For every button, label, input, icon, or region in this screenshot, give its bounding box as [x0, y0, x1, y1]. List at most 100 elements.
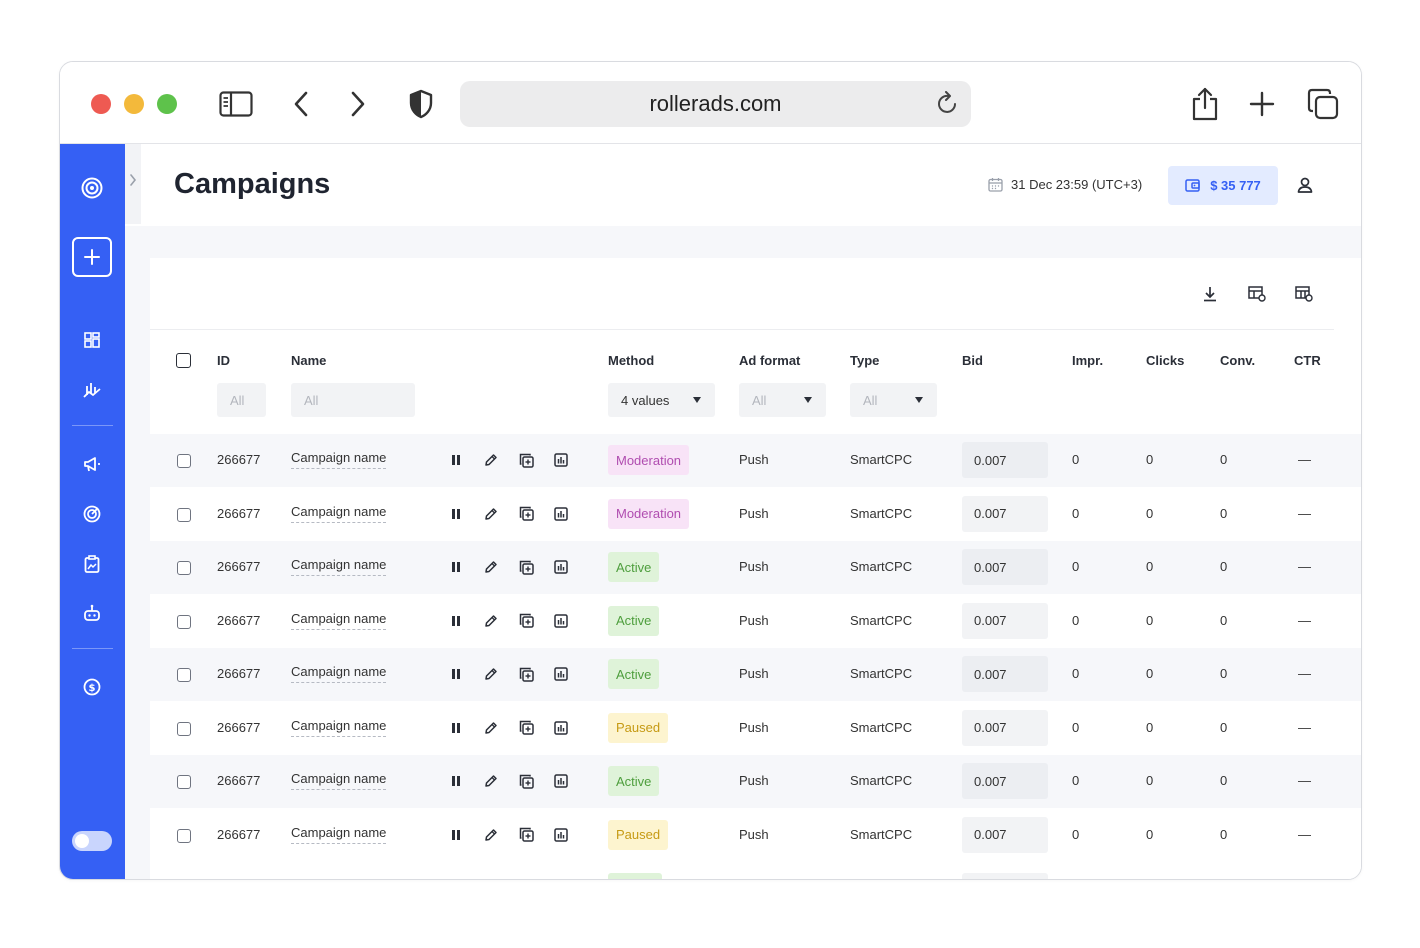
campaign-name-link[interactable]: Campaign name: [291, 504, 387, 523]
dashboard-icon[interactable]: [80, 328, 104, 352]
row-checkbox[interactable]: [177, 828, 191, 843]
pause-icon[interactable]: [448, 506, 464, 522]
campaign-name-link[interactable]: Campaign name: [291, 664, 387, 683]
billing-dollar-icon[interactable]: $: [80, 675, 104, 699]
row-checkbox[interactable]: [177, 507, 191, 522]
minimize-window-button[interactable]: [124, 94, 144, 114]
type-filter-select[interactable]: All: [850, 383, 937, 417]
pause-icon[interactable]: [448, 613, 464, 629]
close-window-button[interactable]: [91, 94, 111, 114]
column-config-icon[interactable]: [1294, 284, 1314, 304]
bid-input[interactable]: 0.007: [962, 549, 1048, 585]
statistics-chart-icon[interactable]: [553, 827, 569, 843]
sidebar-expand-button[interactable]: [125, 144, 141, 224]
table-settings-icon[interactable]: [1247, 284, 1267, 304]
pause-icon[interactable]: [448, 773, 464, 789]
column-header-ctr[interactable]: CTR: [1294, 353, 1321, 368]
bid-input[interactable]: 0.007: [962, 602, 1048, 639]
campaign-name-link[interactable]: Campaign name: [291, 450, 387, 469]
campaign-name-link[interactable]: Campaign name: [291, 771, 387, 790]
balance-button[interactable]: $ 35 777: [1168, 166, 1278, 205]
column-header-bid[interactable]: Bid: [962, 353, 983, 368]
campaign-name-link[interactable]: Campaign name: [291, 718, 387, 737]
campaign-name-link[interactable]: Campaign name: [291, 611, 387, 630]
duplicate-icon[interactable]: [518, 827, 534, 843]
table-row[interactable]: 266677 Campaign name Active Push SmartCPC 0.0…: [150, 648, 1361, 701]
edit-pencil-icon[interactable]: [483, 613, 499, 629]
id-filter-input[interactable]: All: [217, 383, 266, 417]
back-icon[interactable]: [281, 84, 321, 124]
statistics-icon[interactable]: [80, 378, 104, 402]
duplicate-icon[interactable]: [518, 506, 534, 522]
column-header-conv[interactable]: Conv.: [1220, 353, 1256, 368]
duplicate-icon[interactable]: [518, 720, 534, 736]
pause-icon[interactable]: [448, 720, 464, 736]
reload-icon[interactable]: [937, 91, 959, 121]
campaign-name-link[interactable]: Campaign name: [291, 557, 387, 576]
edit-pencil-icon[interactable]: [483, 666, 499, 682]
forward-icon[interactable]: [338, 84, 378, 124]
table-row[interactable]: 266677 Campaign name Active Push SmartCPC 0.0…: [150, 541, 1361, 594]
statistics-chart-icon[interactable]: [553, 613, 569, 629]
statistics-chart-icon[interactable]: [553, 559, 569, 575]
edit-pencil-icon[interactable]: [483, 559, 499, 575]
edit-pencil-icon[interactable]: [483, 506, 499, 522]
table-row[interactable]: 266677 Campaign name Paused Push SmartCPC 0.0…: [150, 809, 1361, 862]
logo-target-icon[interactable]: [80, 176, 104, 200]
pause-icon[interactable]: [448, 452, 464, 468]
bid-input[interactable]: 0.007: [962, 442, 1048, 478]
statistics-chart-icon[interactable]: [553, 452, 569, 468]
row-checkbox[interactable]: [177, 614, 191, 629]
row-checkbox[interactable]: [177, 721, 191, 736]
campaign-name-link[interactable]: Campaign name: [291, 825, 387, 844]
table-row[interactable]: 266677 Campaign name Active Push SmartCPC 0.0…: [150, 595, 1361, 648]
statistics-chart-icon[interactable]: [553, 666, 569, 682]
column-header-name[interactable]: Name: [291, 353, 327, 368]
bid-input[interactable]: 0.007: [962, 656, 1048, 692]
column-header-clicks[interactable]: Clicks: [1146, 353, 1185, 368]
name-filter-input[interactable]: All: [291, 383, 415, 417]
tabs-overview-icon[interactable]: [1303, 84, 1343, 124]
add-campaign-button[interactable]: [72, 237, 112, 277]
campaigns-megaphone-icon[interactable]: [80, 452, 104, 476]
creatives-clipboard-icon[interactable]: [80, 552, 104, 576]
new-tab-icon[interactable]: [1242, 84, 1282, 124]
table-row[interactable]: 266677 Campaign name Active Push SmartCPC 0.0…: [150, 755, 1361, 808]
bid-input[interactable]: 0.007: [962, 763, 1048, 799]
row-checkbox[interactable]: [177, 775, 191, 789]
ad-format-filter-select[interactable]: All: [739, 383, 826, 417]
column-header-id[interactable]: ID: [217, 353, 230, 368]
table-row[interactable]: 266677 Campaign name Moderation Push SmartCP…: [150, 488, 1361, 541]
address-bar[interactable]: rollerads.com: [460, 81, 971, 127]
row-checkbox[interactable]: [177, 561, 191, 575]
table-row[interactable]: 266677 Campaign name Paused Push SmartCPC 0.0…: [150, 702, 1361, 755]
edit-pencil-icon[interactable]: [483, 773, 499, 789]
table-row[interactable]: 266677 Campaign name Moderation Push SmartCP…: [150, 434, 1361, 487]
bid-input[interactable]: 0.007: [962, 495, 1048, 532]
column-header-method[interactable]: Method: [608, 353, 655, 368]
maximize-window-button[interactable]: [157, 94, 177, 114]
download-icon[interactable]: [1200, 284, 1220, 304]
select-all-checkbox[interactable]: [176, 353, 191, 368]
row-checkbox[interactable]: [177, 454, 191, 468]
targeting-icon[interactable]: [80, 502, 104, 526]
statistics-chart-icon[interactable]: [553, 506, 569, 522]
pause-icon[interactable]: [448, 559, 464, 575]
automation-bot-icon[interactable]: [80, 601, 104, 625]
method-filter-select[interactable]: 4 values: [608, 383, 715, 417]
duplicate-icon[interactable]: [518, 452, 534, 468]
shield-icon[interactable]: [401, 84, 441, 124]
user-profile-icon[interactable]: [1294, 173, 1316, 197]
sidebar-toggle-icon[interactable]: [216, 84, 256, 124]
bid-input[interactable]: 0.007: [962, 816, 1048, 853]
edit-pencil-icon[interactable]: [483, 452, 499, 468]
statistics-chart-icon[interactable]: [553, 720, 569, 736]
row-checkbox[interactable]: [177, 668, 191, 682]
column-header-ad-format[interactable]: Ad format: [739, 353, 801, 368]
theme-toggle[interactable]: [72, 831, 112, 851]
duplicate-icon[interactable]: [518, 559, 534, 575]
edit-pencil-icon[interactable]: [483, 720, 499, 736]
pause-icon[interactable]: [448, 827, 464, 843]
duplicate-icon[interactable]: [518, 773, 534, 789]
column-header-type[interactable]: Type: [850, 353, 880, 368]
